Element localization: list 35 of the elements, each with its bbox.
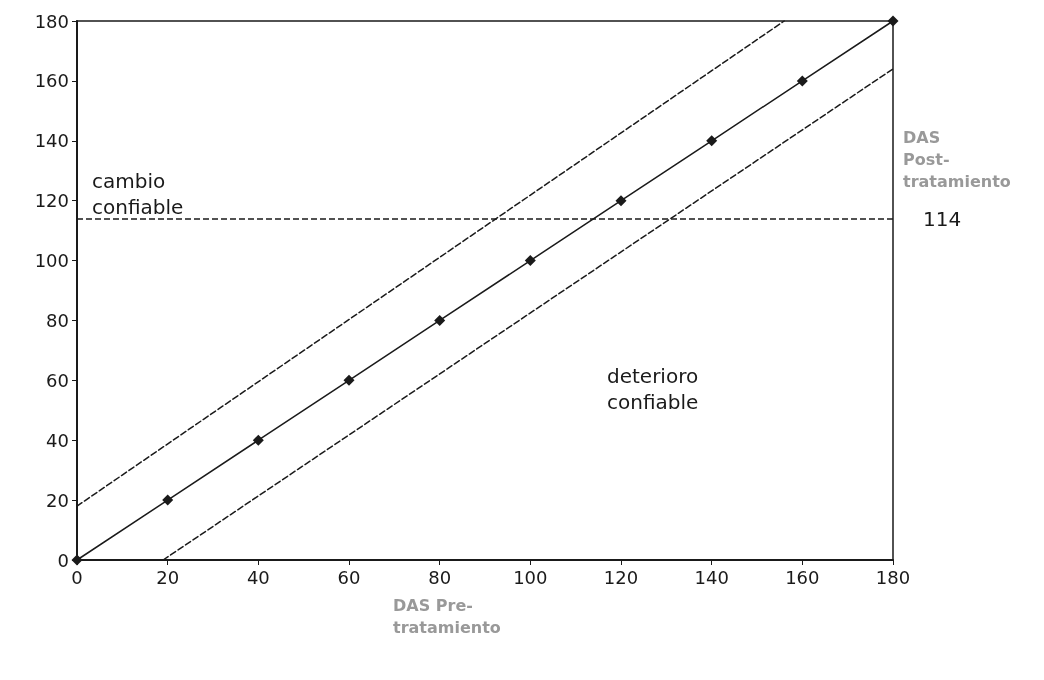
x-tick-label: 20 [156,566,180,588]
annotation: deterioro confiable [607,364,705,414]
x-tick-label: 40 [246,566,270,588]
x-tick-label: 100 [513,566,548,588]
annotation: cambio confiable [92,169,184,219]
point [71,554,83,566]
y-axis-title: DAS Post- tratamiento [903,127,1011,191]
x-tick-label: 80 [428,566,452,588]
point [706,135,718,147]
x-tick-label: 120 [603,566,639,588]
ref-line-label: 114 [923,206,962,231]
y-tick-label: 120 [34,190,69,212]
x-axis-title: DAS Pre- tratamiento [393,595,501,637]
point [615,195,627,207]
y-tick-label: 100 [34,250,69,272]
y-tick-label: 140 [34,130,69,152]
y-tick-label: 160 [34,70,69,92]
y-tick-label: 20 [46,489,69,511]
y-tick-label: 0 [57,549,69,571]
point [524,255,536,267]
x-tick-label: 180 [875,566,911,588]
point [162,494,174,506]
point [434,314,446,326]
y-tick-label: 180 [34,10,69,32]
x-tick-label: 0 [71,566,83,588]
point [887,15,899,27]
point [343,374,355,386]
point [252,434,264,446]
y-tick-label: 40 [46,429,69,451]
point [796,75,808,87]
y-tick-label: 60 [46,369,69,391]
x-tick-label: 60 [337,566,361,588]
x-tick-label: 160 [785,566,820,588]
y-tick-label: 80 [46,309,69,331]
x-tick-label: 140 [694,566,729,588]
